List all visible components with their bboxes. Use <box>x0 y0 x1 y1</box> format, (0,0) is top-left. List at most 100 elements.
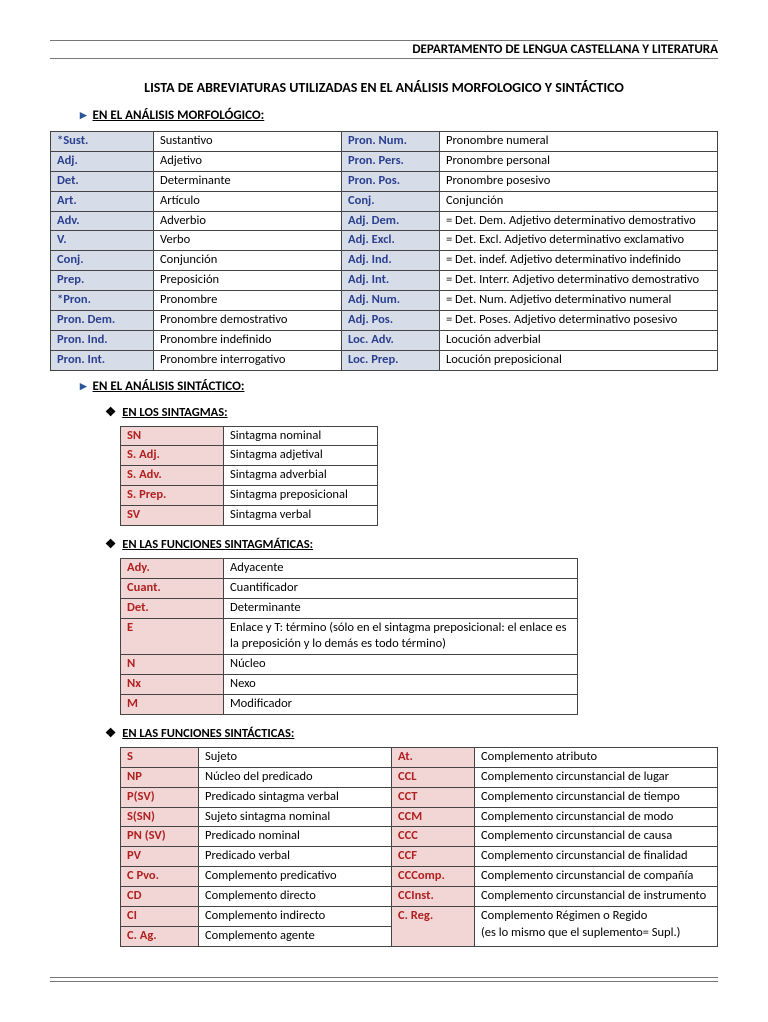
table-cell: Complemento circunstancial de causa <box>475 827 718 847</box>
table-cell: Sintagma preposicional <box>224 486 378 506</box>
table-cell: Cuant. <box>121 578 224 598</box>
table-cell: = Det. Dem. Adjetivo determinativo demos… <box>440 211 718 231</box>
table-row: S. Prep.Sintagma preposicional <box>121 486 378 506</box>
table-cell: Preposición <box>154 271 342 291</box>
table-cell: Adj. Num. <box>342 291 440 311</box>
table-row: NxNexo <box>121 675 578 695</box>
table-row: PVPredicado verbalCCFComplemento circuns… <box>121 847 718 867</box>
table-row: CIComplemento indirectoC. Reg.Complement… <box>121 906 718 926</box>
table-cell: Nx <box>121 675 224 695</box>
table-cell: Complemento directo <box>199 887 392 907</box>
table-cell: At. <box>392 747 475 767</box>
table-cell: Predicado nominal <box>199 827 392 847</box>
table-cell: Sintagma nominal <box>224 426 378 446</box>
table-cell: Cuantificador <box>224 578 578 598</box>
table-cell: CCInst. <box>392 887 475 907</box>
table-row: S. Adv.Sintagma adverbial <box>121 466 378 486</box>
table-cell: Adj. Dem. <box>342 211 440 231</box>
table-row: NNúcleo <box>121 655 578 675</box>
table-cell: = Det. Poses. Adjetivo determinativo pos… <box>440 310 718 330</box>
table-row: *Pron.PronombreAdj. Num.= Det. Num. Adje… <box>51 291 718 311</box>
table-cell: CCL <box>392 767 475 787</box>
table-row: Adv.AdverbioAdj. Dem.= Det. Dem. Adjetiv… <box>51 211 718 231</box>
table-cell: Adv. <box>51 211 154 231</box>
table-cell: Modificador <box>224 695 578 715</box>
table-cell: CCM <box>392 807 475 827</box>
table-cell: Complemento circunstancial de modo <box>475 807 718 827</box>
table-cell: Adyacente <box>224 558 578 578</box>
subsection-sintacticas: EN LAS FUNCIONES SINTÁCTICAS: <box>105 725 718 741</box>
table-row: CDComplemento directoCCInst.Complemento … <box>121 887 718 907</box>
section-morphological: EN EL ANÁLISIS MORFOLÓGICO: <box>80 108 718 123</box>
table-row: Cuant.Cuantificador <box>121 578 578 598</box>
table-row: MModificador <box>121 695 578 715</box>
table-cell: Pron. Dem. <box>51 310 154 330</box>
table-cell: Sujeto <box>199 747 392 767</box>
table-cell: Nexo <box>224 675 578 695</box>
table-row: SSujetoAt.Complemento atributo <box>121 747 718 767</box>
sintagmaticas-table: Ady.AdyacenteCuant.CuantificadorDet.Dete… <box>120 558 578 715</box>
sintagmas-table: SNSintagma nominalS. Adj.Sintagma adjeti… <box>120 426 378 526</box>
table-cell: Complemento indirecto <box>199 906 392 926</box>
table-cell: Det. <box>51 171 154 191</box>
table-cell: CD <box>121 887 199 907</box>
table-cell: = Det. Excl. Adjetivo determinativo excl… <box>440 231 718 251</box>
table-row: P(SV)Predicado sintagma verbalCCTComplem… <box>121 787 718 807</box>
table-row: NPNúcleo del predicadoCCLComplemento cir… <box>121 767 718 787</box>
page-title: LISTA DE ABREVIATURAS UTILIZADAS EN EL A… <box>50 79 718 96</box>
table-cell: Sintagma adjetival <box>224 446 378 466</box>
table-cell: Determinante <box>224 598 578 618</box>
table-row: SNSintagma nominal <box>121 426 378 446</box>
table-cell: Det. <box>121 598 224 618</box>
table-cell: = Det. Num. Adjetivo determinativo numer… <box>440 291 718 311</box>
table-cell: Complemento circunstancial de tiempo <box>475 787 718 807</box>
table-cell: Sintagma verbal <box>224 506 378 526</box>
table-row: Ady.Adyacente <box>121 558 578 578</box>
table-cell: *Sust. <box>51 132 154 152</box>
table-cell: PV <box>121 847 199 867</box>
table-cell: Pronombre indefinido <box>154 330 342 350</box>
table-row: S. Adj.Sintagma adjetival <box>121 446 378 466</box>
table-row: EEnlace y T: término (sólo en el sintagm… <box>121 618 578 655</box>
table-row: Det.Determinante <box>121 598 578 618</box>
table-cell: Pron. Num. <box>342 132 440 152</box>
table-cell: Conjunción <box>154 251 342 271</box>
table-cell: Complemento circunstancial de lugar <box>475 767 718 787</box>
table-cell: Adj. Ind. <box>342 251 440 271</box>
table-row: Det.DeterminantePron. Pos.Pronombre pose… <box>51 171 718 191</box>
table-cell: Complemento circunstancial de finalidad <box>475 847 718 867</box>
table-cell: N <box>121 655 224 675</box>
table-cell: Pronombre posesivo <box>440 171 718 191</box>
table-row: Prep.PreposiciónAdj. Int.= Det. Interr. … <box>51 271 718 291</box>
table-cell: C. Reg. <box>392 906 475 946</box>
table-cell: Sujeto sintagma nominal <box>199 807 392 827</box>
table-cell: Adj. Pos. <box>342 310 440 330</box>
table-cell: SN <box>121 426 224 446</box>
table-cell: Sintagma adverbial <box>224 466 378 486</box>
sintacticas-table: SSujetoAt.Complemento atributoNPNúcleo d… <box>120 747 718 947</box>
table-cell: Pronombre demostrativo <box>154 310 342 330</box>
table-cell: Locución preposicional <box>440 350 718 370</box>
table-cell: Loc. Adv. <box>342 330 440 350</box>
table-cell: CCT <box>392 787 475 807</box>
table-cell: Adj. Excl. <box>342 231 440 251</box>
table-cell: Conj. <box>51 251 154 271</box>
table-row: S(SN)Sujeto sintagma nominalCCMComplemen… <box>121 807 718 827</box>
table-cell: Complemento Régimen o Regido(es lo mismo… <box>475 906 718 946</box>
table-cell: S <box>121 747 199 767</box>
table-cell: Conjunción <box>440 191 718 211</box>
table-cell: Núcleo del predicado <box>199 767 392 787</box>
morphological-table: *Sust.SustantivoPron. Num.Pronombre nume… <box>50 131 718 371</box>
table-cell: Pron. Int. <box>51 350 154 370</box>
table-cell: Núcleo <box>224 655 578 675</box>
table-cell: Adjetivo <box>154 151 342 171</box>
table-cell: Complemento agente <box>199 926 392 946</box>
table-cell: Complemento circunstancial de compañía <box>475 867 718 887</box>
table-cell: Complemento atributo <box>475 747 718 767</box>
table-cell: Loc. Prep. <box>342 350 440 370</box>
table-cell: Pron. Pos. <box>342 171 440 191</box>
table-cell: CCC <box>392 827 475 847</box>
table-row: *Sust.SustantivoPron. Num.Pronombre nume… <box>51 132 718 152</box>
table-cell: Complemento circunstancial de instrument… <box>475 887 718 907</box>
table-cell: Complemento predicativo <box>199 867 392 887</box>
